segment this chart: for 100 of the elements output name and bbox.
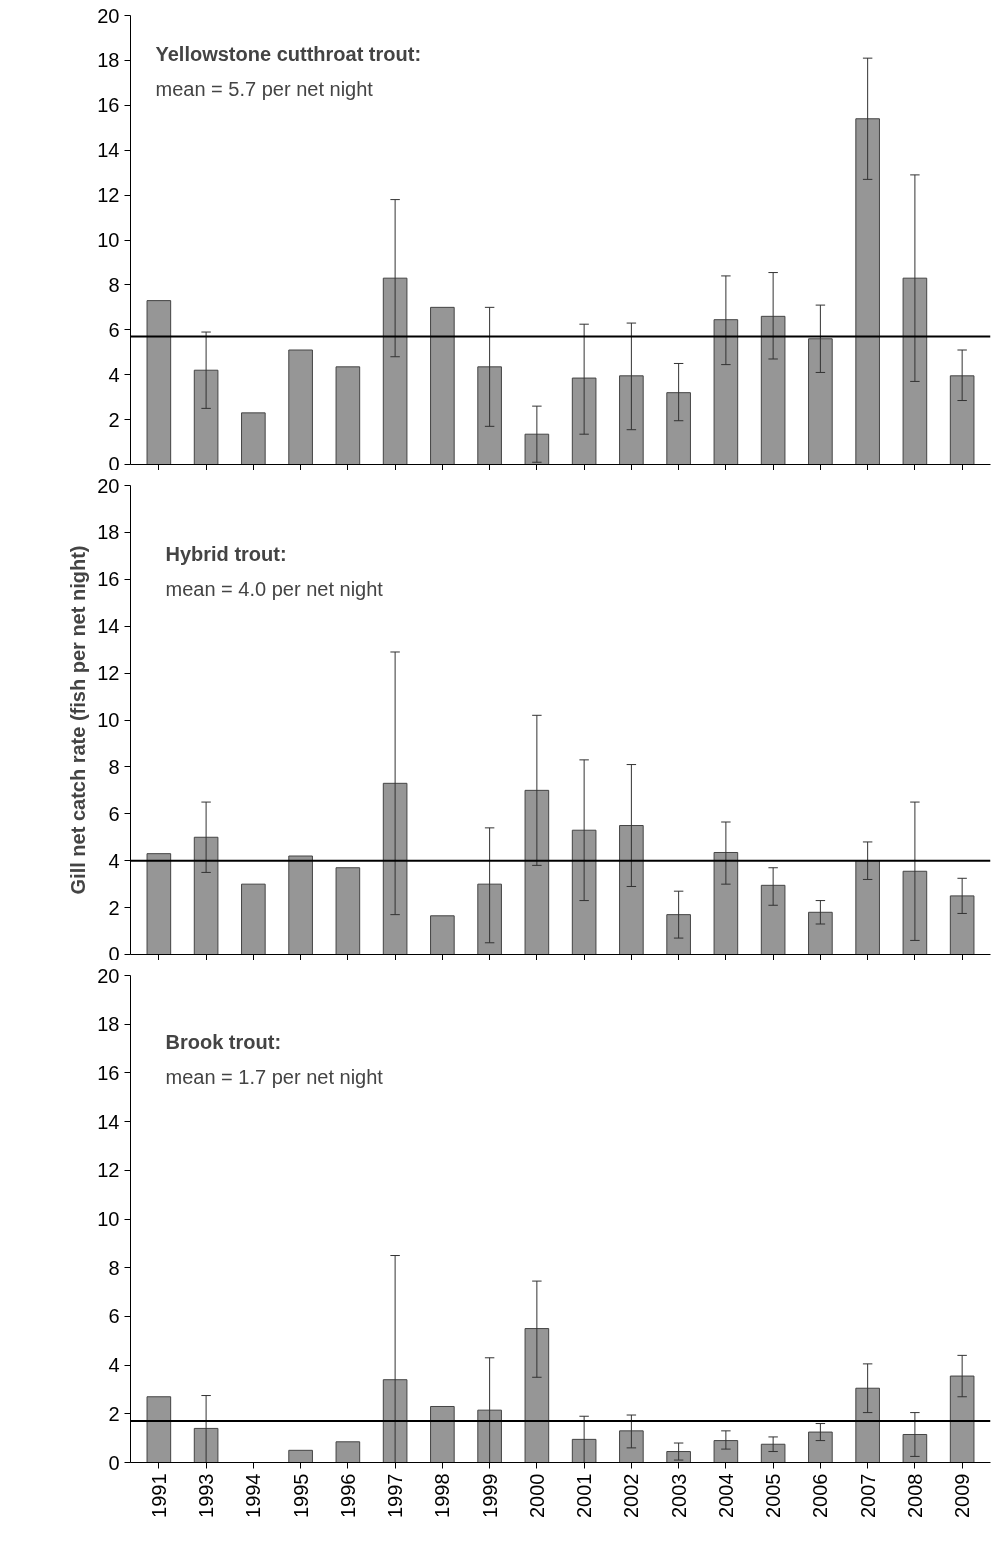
bar (477, 366, 502, 465)
bar (855, 118, 880, 465)
x-tick-label: 1993 (195, 1473, 218, 1518)
x-tick-label: 1995 (289, 1473, 312, 1518)
bar (430, 1405, 455, 1463)
bar (666, 914, 691, 955)
y-tick-label: 0 (108, 452, 120, 475)
bar (808, 338, 833, 465)
y-tick-label: 16 (97, 1061, 120, 1084)
y-tick-label: 18 (97, 1013, 120, 1036)
bar (949, 375, 975, 465)
bar (288, 855, 313, 955)
bar (335, 366, 361, 465)
bar (430, 915, 455, 955)
bar (760, 884, 786, 955)
x-tick-label: 2005 (762, 1473, 785, 1518)
bar (524, 1328, 550, 1463)
y-tick-label: 20 (97, 4, 120, 27)
y-tick-label: 14 (97, 1110, 120, 1133)
y-tick-label: 18 (97, 49, 120, 72)
bar (619, 825, 644, 955)
y-tick-label: 0 (108, 942, 120, 965)
x-tick-label: 2004 (714, 1473, 737, 1518)
y-tick-label: 10 (97, 709, 120, 731)
x-tick-label: 2006 (809, 1473, 832, 1518)
x-tick-label: 2007 (856, 1473, 879, 1518)
y-tick-label: 20 (97, 964, 120, 987)
x-tick-label: 2000 (525, 1473, 548, 1518)
bar (382, 782, 408, 955)
y-tick-label: 6 (108, 1305, 120, 1328)
bar (760, 1443, 786, 1463)
y-tick-label: 12 (97, 1159, 120, 1182)
bar (713, 319, 739, 465)
bar (902, 277, 928, 465)
annotation: mean = 1.7 per net night (165, 1065, 384, 1088)
bar (477, 883, 502, 955)
bar (949, 1375, 975, 1463)
bar (335, 1441, 361, 1463)
bar (524, 789, 550, 955)
bar (855, 1387, 880, 1463)
bar (146, 853, 172, 955)
bar (241, 883, 266, 955)
annotation: Brook trout: (165, 1030, 282, 1053)
y-tick-label: 12 (97, 184, 120, 207)
y-tick-label: 4 (108, 849, 120, 872)
y-tick-label: 8 (108, 273, 120, 296)
y-tick-label: 8 (108, 755, 120, 778)
y-tick-label: 20 (97, 474, 120, 497)
y-tick-label: 2 (108, 408, 120, 431)
bar (571, 829, 597, 955)
bar (335, 867, 361, 955)
bar (146, 1396, 172, 1463)
bar (193, 1427, 219, 1463)
bar (949, 895, 975, 955)
x-tick-label: 1997 (384, 1473, 407, 1518)
annotation: Yellowstone cutthroat trout: (155, 42, 422, 65)
bar (524, 433, 550, 465)
x-tick-label: 1999 (478, 1473, 501, 1518)
x-tick-label: 1996 (336, 1473, 359, 1518)
bar (760, 315, 786, 465)
bar (902, 1434, 928, 1463)
bar (902, 870, 928, 955)
x-tick-label: 1994 (242, 1473, 265, 1518)
bar (193, 836, 219, 955)
y-tick-label: 10 (97, 1208, 120, 1230)
y-tick-label: 0 (108, 1451, 120, 1474)
annotation: mean = 4.0 per net night (165, 577, 384, 600)
x-tick-label: 2009 (951, 1473, 974, 1518)
x-tick-label: 2003 (667, 1473, 690, 1518)
y-tick-label: 8 (108, 1256, 120, 1279)
bar (193, 369, 219, 465)
y-tick-label: 4 (108, 363, 120, 386)
x-tick-label: 2001 (573, 1473, 596, 1518)
y-tick-label: 10 (97, 229, 120, 251)
y-tick-label: 16 (97, 568, 120, 591)
bar (808, 911, 833, 955)
y-tick-label: 18 (97, 521, 120, 544)
bar (477, 1409, 502, 1463)
bar (666, 392, 691, 465)
y-tick-label: 6 (108, 318, 120, 341)
y-tick-label: 16 (97, 94, 120, 117)
y-tick-label: 2 (108, 896, 120, 919)
x-tick-label: 1998 (431, 1473, 454, 1518)
bar (571, 1438, 597, 1463)
bar (288, 349, 313, 465)
x-tick-label: 2002 (620, 1473, 643, 1518)
y-axis-title: Gill net catch rate (fish per net night) (67, 545, 90, 895)
x-tick-label: 1991 (147, 1473, 170, 1518)
y-tick-label: 4 (108, 1354, 120, 1377)
y-tick-label: 14 (97, 139, 120, 162)
bar (619, 1430, 644, 1463)
bar (288, 1449, 313, 1463)
bar (855, 860, 880, 955)
bar (619, 375, 644, 465)
y-tick-label: 12 (97, 662, 120, 685)
bar (571, 377, 597, 465)
bar (241, 412, 266, 465)
y-tick-label: 14 (97, 615, 120, 638)
bar (146, 300, 172, 465)
annotation: mean = 5.7 per net night (155, 77, 374, 100)
